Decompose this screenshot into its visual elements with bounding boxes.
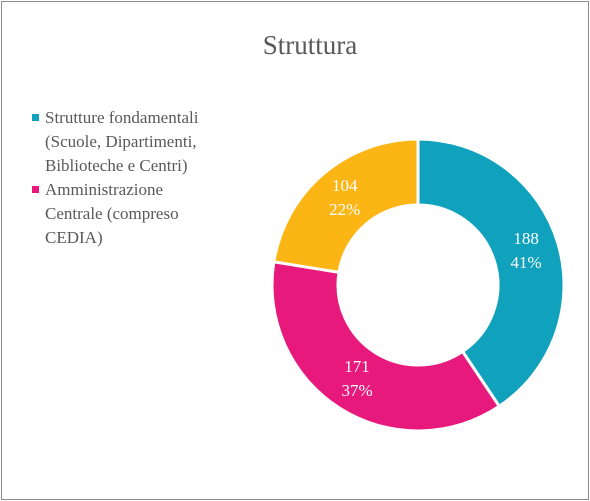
donut-slice <box>270 260 502 433</box>
legend-label: Amministrazione Centrale (compreso CEDIA… <box>45 180 179 247</box>
legend-swatch <box>32 186 39 193</box>
percent-label: 22% <box>329 200 360 219</box>
donut-slice <box>272 137 420 275</box>
value-label: 188 <box>513 229 539 248</box>
percent-label: 41% <box>511 253 542 272</box>
chart-title: Struttura <box>263 30 358 60</box>
legend-item: Strutture fondamentali (Scuole, Dipartim… <box>32 106 232 178</box>
value-label: 104 <box>332 176 358 195</box>
value-label: 171 <box>344 357 370 376</box>
legend: Strutture fondamentali (Scuole, Dipartim… <box>32 106 232 250</box>
legend-swatch <box>32 114 39 121</box>
legend-label: Strutture fondamentali (Scuole, Dipartim… <box>45 108 199 175</box>
donut-slice <box>416 137 566 409</box>
percent-label: 37% <box>341 381 372 400</box>
legend-item: Amministrazione Centrale (compreso CEDIA… <box>32 178 232 250</box>
